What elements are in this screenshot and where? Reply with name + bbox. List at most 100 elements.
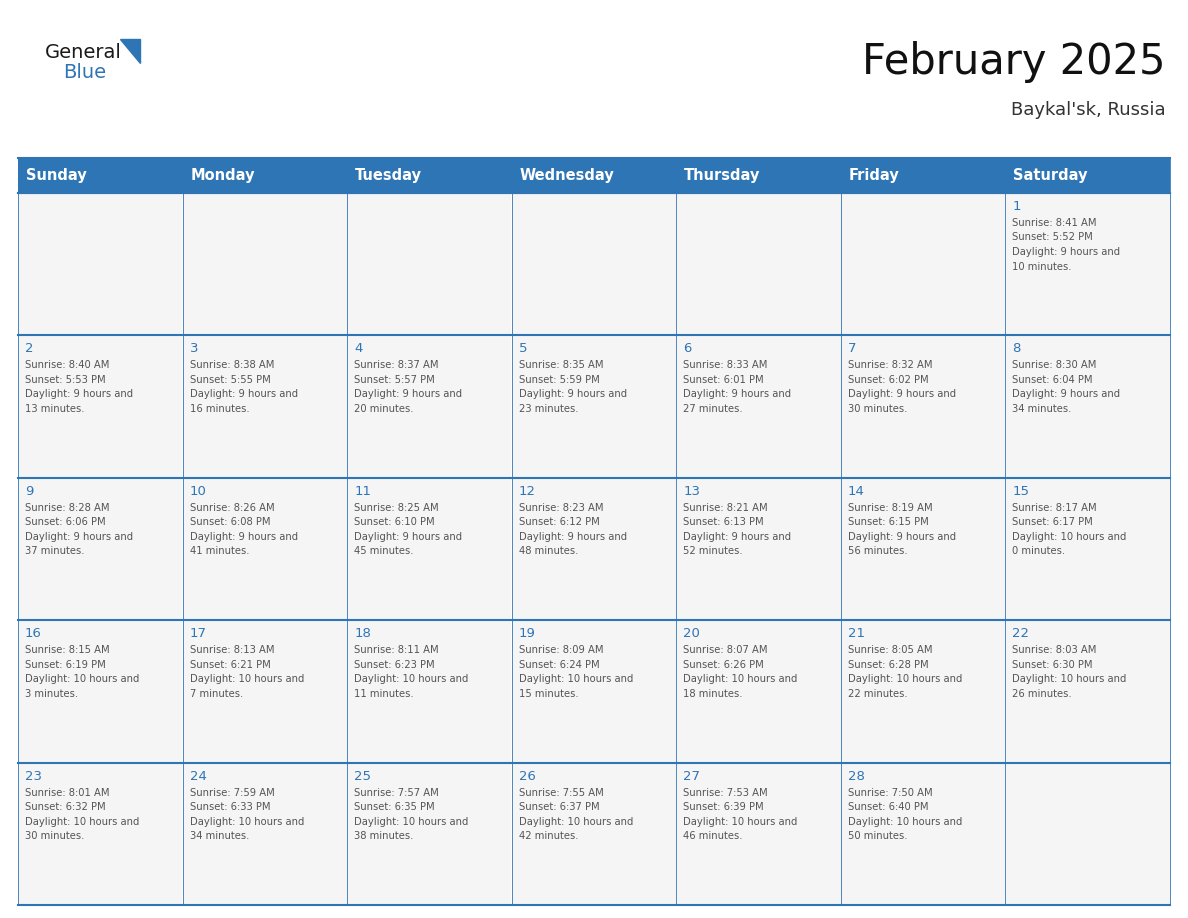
Bar xyxy=(512,194,676,335)
Text: Sunset: 6:19 PM: Sunset: 6:19 PM xyxy=(25,660,106,670)
Bar xyxy=(183,763,347,905)
Text: Sunrise: 8:35 AM: Sunrise: 8:35 AM xyxy=(519,361,604,370)
Text: Sunrise: 8:11 AM: Sunrise: 8:11 AM xyxy=(354,645,438,655)
Text: Daylight: 10 hours and: Daylight: 10 hours and xyxy=(190,674,304,684)
Text: 15: 15 xyxy=(1012,485,1030,498)
Text: Sunrise: 8:05 AM: Sunrise: 8:05 AM xyxy=(848,645,933,655)
Text: 13 minutes.: 13 minutes. xyxy=(25,404,84,414)
Text: 20: 20 xyxy=(683,627,700,640)
Text: Daylight: 10 hours and: Daylight: 10 hours and xyxy=(683,674,797,684)
Text: Daylight: 10 hours and: Daylight: 10 hours and xyxy=(519,674,633,684)
Text: 52 minutes.: 52 minutes. xyxy=(683,546,742,556)
Text: Daylight: 9 hours and: Daylight: 9 hours and xyxy=(25,532,133,542)
Text: General: General xyxy=(45,42,122,62)
Bar xyxy=(841,336,1005,477)
Bar xyxy=(1006,478,1170,620)
Text: Sunset: 6:04 PM: Sunset: 6:04 PM xyxy=(1012,375,1093,385)
Text: 16 minutes.: 16 minutes. xyxy=(190,404,249,414)
Text: Daylight: 10 hours and: Daylight: 10 hours and xyxy=(354,817,468,826)
Text: Sunrise: 7:50 AM: Sunrise: 7:50 AM xyxy=(848,788,933,798)
Bar xyxy=(347,478,511,620)
Text: Daylight: 9 hours and: Daylight: 9 hours and xyxy=(519,389,627,399)
Text: 16: 16 xyxy=(25,627,42,640)
Text: Sunset: 5:57 PM: Sunset: 5:57 PM xyxy=(354,375,435,385)
Text: Friday: Friday xyxy=(849,168,899,183)
Text: 25: 25 xyxy=(354,769,371,783)
Text: Tuesday: Tuesday xyxy=(355,168,422,183)
Text: Sunset: 6:23 PM: Sunset: 6:23 PM xyxy=(354,660,435,670)
Text: Sunset: 6:33 PM: Sunset: 6:33 PM xyxy=(190,802,270,812)
Text: Sunset: 6:40 PM: Sunset: 6:40 PM xyxy=(848,802,928,812)
Text: 42 minutes.: 42 minutes. xyxy=(519,831,579,841)
Text: Sunrise: 8:07 AM: Sunrise: 8:07 AM xyxy=(683,645,767,655)
Text: Sunrise: 8:23 AM: Sunrise: 8:23 AM xyxy=(519,503,604,513)
Text: 23 minutes.: 23 minutes. xyxy=(519,404,579,414)
Bar xyxy=(18,621,182,762)
Text: Daylight: 10 hours and: Daylight: 10 hours and xyxy=(190,817,304,826)
Text: Sunset: 6:37 PM: Sunset: 6:37 PM xyxy=(519,802,599,812)
Text: 48 minutes.: 48 minutes. xyxy=(519,546,579,556)
Text: Sunrise: 8:25 AM: Sunrise: 8:25 AM xyxy=(354,503,438,513)
Text: Sunrise: 8:33 AM: Sunrise: 8:33 AM xyxy=(683,361,767,370)
Bar xyxy=(347,194,511,335)
Bar xyxy=(1006,194,1170,335)
Text: Sunrise: 7:59 AM: Sunrise: 7:59 AM xyxy=(190,788,274,798)
Bar xyxy=(677,194,841,335)
Text: Sunrise: 8:41 AM: Sunrise: 8:41 AM xyxy=(1012,218,1097,228)
Text: Baykal'sk, Russia: Baykal'sk, Russia xyxy=(1011,101,1165,119)
Bar xyxy=(841,478,1005,620)
Text: 1: 1 xyxy=(1012,200,1020,213)
Bar xyxy=(841,194,1005,335)
Text: Sunrise: 8:32 AM: Sunrise: 8:32 AM xyxy=(848,361,933,370)
Text: Sunrise: 8:37 AM: Sunrise: 8:37 AM xyxy=(354,361,438,370)
Text: Daylight: 9 hours and: Daylight: 9 hours and xyxy=(190,389,298,399)
Text: 45 minutes.: 45 minutes. xyxy=(354,546,413,556)
Text: Blue: Blue xyxy=(63,62,106,82)
Text: 38 minutes.: 38 minutes. xyxy=(354,831,413,841)
Text: Sunset: 6:26 PM: Sunset: 6:26 PM xyxy=(683,660,764,670)
Text: Sunset: 6:24 PM: Sunset: 6:24 PM xyxy=(519,660,599,670)
Text: 6: 6 xyxy=(683,342,691,355)
Text: Sunset: 6:39 PM: Sunset: 6:39 PM xyxy=(683,802,764,812)
Text: 10 minutes.: 10 minutes. xyxy=(1012,262,1072,272)
Text: 56 minutes.: 56 minutes. xyxy=(848,546,908,556)
Polygon shape xyxy=(120,39,140,63)
Bar xyxy=(18,336,182,477)
Text: Daylight: 9 hours and: Daylight: 9 hours and xyxy=(190,532,298,542)
Text: Daylight: 9 hours and: Daylight: 9 hours and xyxy=(1012,389,1120,399)
Text: Sunrise: 7:55 AM: Sunrise: 7:55 AM xyxy=(519,788,604,798)
Text: Thursday: Thursday xyxy=(684,168,760,183)
Bar xyxy=(1006,336,1170,477)
Text: 34 minutes.: 34 minutes. xyxy=(1012,404,1072,414)
Bar xyxy=(841,763,1005,905)
Bar xyxy=(512,763,676,905)
Bar xyxy=(18,158,1170,193)
Bar xyxy=(512,336,676,477)
Text: Sunset: 6:17 PM: Sunset: 6:17 PM xyxy=(1012,518,1093,527)
Bar xyxy=(183,478,347,620)
Bar xyxy=(677,336,841,477)
Text: 46 minutes.: 46 minutes. xyxy=(683,831,742,841)
Text: Sunset: 5:52 PM: Sunset: 5:52 PM xyxy=(1012,232,1093,242)
Text: Daylight: 9 hours and: Daylight: 9 hours and xyxy=(683,389,791,399)
Text: 9: 9 xyxy=(25,485,33,498)
Text: 19: 19 xyxy=(519,627,536,640)
Bar xyxy=(677,478,841,620)
Text: Daylight: 9 hours and: Daylight: 9 hours and xyxy=(519,532,627,542)
Text: Sunset: 6:32 PM: Sunset: 6:32 PM xyxy=(25,802,106,812)
Bar xyxy=(677,621,841,762)
Text: 10: 10 xyxy=(190,485,207,498)
Bar xyxy=(347,336,511,477)
Bar xyxy=(1006,621,1170,762)
Text: 3: 3 xyxy=(190,342,198,355)
Bar xyxy=(183,336,347,477)
Text: 23: 23 xyxy=(25,769,42,783)
Text: Sunrise: 8:13 AM: Sunrise: 8:13 AM xyxy=(190,645,274,655)
Text: 11: 11 xyxy=(354,485,371,498)
Text: 18 minutes.: 18 minutes. xyxy=(683,688,742,699)
Text: 24: 24 xyxy=(190,769,207,783)
Text: 26 minutes.: 26 minutes. xyxy=(1012,688,1072,699)
Bar xyxy=(841,621,1005,762)
Text: Sunrise: 8:30 AM: Sunrise: 8:30 AM xyxy=(1012,361,1097,370)
Text: Sunrise: 8:03 AM: Sunrise: 8:03 AM xyxy=(1012,645,1097,655)
